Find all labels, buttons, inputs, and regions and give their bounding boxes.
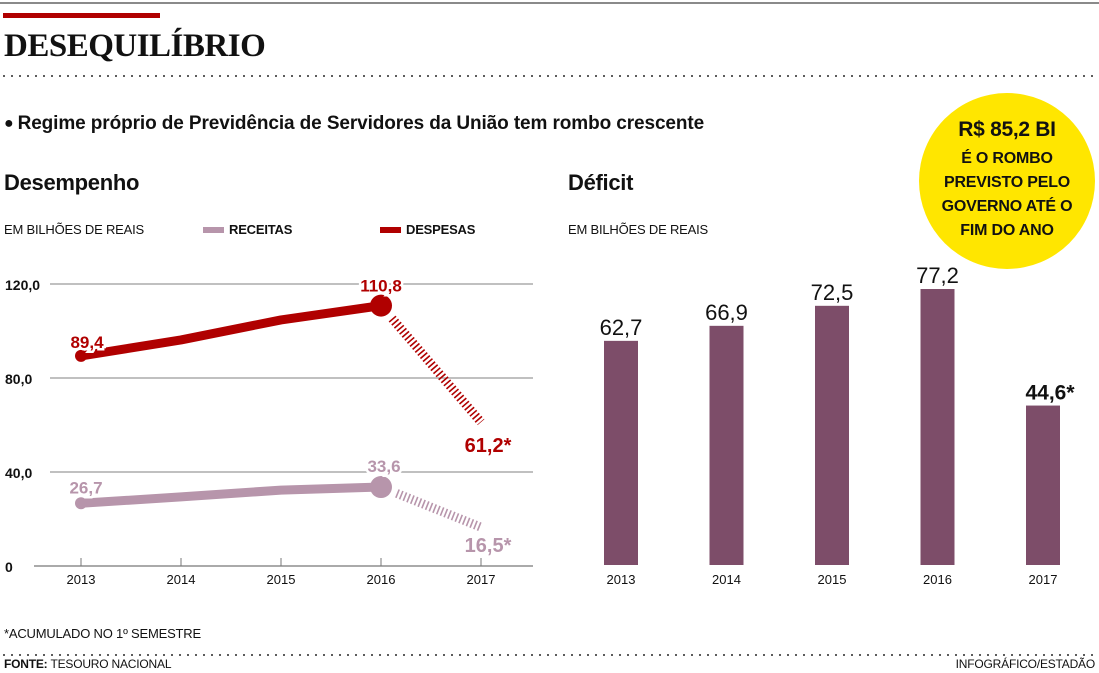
data-label-despesas: 61,2* <box>465 435 512 457</box>
data-label-receitas: 33,6 <box>367 457 400 476</box>
bullet-icon: ● <box>4 115 14 132</box>
x-tick-label: 2013 <box>67 572 96 587</box>
y-tick-label: 120,0 <box>5 277 40 293</box>
bar-value-label: 62,7 <box>600 315 643 340</box>
line-chart-desempenho: 0 40,0 80,0 120,0 2013 2014 2015 2016 2017 26,7 33… <box>5 274 533 587</box>
dotted-divider-bottom <box>0 654 1099 656</box>
source-label: FONTE: <box>4 657 48 671</box>
bar-value-label: 72,5 <box>811 280 854 305</box>
callout-badge: R$ 85,2 BI É O ROMBO PREVISTO PELO GOVER… <box>919 93 1095 269</box>
data-label-despesas: 89,4 <box>70 333 104 352</box>
subtitle-text: Regime próprio de Previdência de Servido… <box>17 113 705 134</box>
point-marker-despesas <box>370 294 392 317</box>
unit-label-deficit: EM BILHÕES DE REAIS <box>568 222 708 237</box>
callout-text-line: É O ROMBO <box>961 150 1053 167</box>
x-tick-label: 2016 <box>367 572 396 587</box>
y-tick-label: 80,0 <box>5 371 32 387</box>
data-label-despesas: 110,8 <box>360 277 402 296</box>
point-marker-receitas <box>75 497 87 510</box>
x-tick-label: 2014 <box>712 572 741 587</box>
callout-amount: R$ 85,2 BI <box>958 118 1056 141</box>
x-tick-label: 2015 <box>267 572 296 587</box>
x-tick-label: 2017 <box>1029 572 1058 587</box>
chart-title-desempenho: Desempenho <box>4 170 140 195</box>
legend-item-receitas: RECEITAS <box>203 222 292 237</box>
bar-2014 <box>709 325 744 565</box>
data-label-receitas: 26,7 <box>69 478 102 497</box>
subtitle: ● Regime próprio de Previdência de Servid… <box>4 113 704 135</box>
x-tick-label: 2014 <box>167 572 196 587</box>
top-rule <box>0 2 1099 4</box>
callout-text-line: GOVERNO ATÉ O <box>941 198 1073 215</box>
point-marker-receitas <box>370 476 392 499</box>
bar-value-label: 44,6* <box>1025 382 1075 405</box>
data-label-receitas: 16,5* <box>465 535 512 557</box>
bar-value-label: 66,9 <box>705 300 748 325</box>
bar-value-label: 77,2 <box>916 263 959 288</box>
callout-text-line: FIM DO ANO <box>960 222 1054 239</box>
x-tick-label: 2015 <box>818 572 847 587</box>
series-line-despesas <box>80 301 382 361</box>
dotted-divider-top <box>0 75 1099 77</box>
unit-label-desempenho: EM BILHÕES DE REAIS <box>4 222 144 237</box>
x-tick-label: 2013 <box>607 572 636 587</box>
x-tick-label: 2016 <box>923 572 952 587</box>
bar-2015 <box>815 305 849 565</box>
bar-2017 <box>1026 405 1060 565</box>
y-tick-label: 40,0 <box>5 465 32 481</box>
y-tick-label: 0 <box>5 559 13 575</box>
source-line: FONTE: TESOURO NACIONAL <box>4 657 171 671</box>
legend-label-despesas: DESPESAS <box>406 222 476 237</box>
chart-title-deficit: Déficit <box>568 170 634 195</box>
accent-bar <box>3 13 160 18</box>
point-marker-despesas <box>75 349 87 362</box>
callout-text-line: PREVISTO PELO <box>943 174 1071 191</box>
source-value: TESOURO NACIONAL <box>50 657 172 671</box>
legend-swatch-despesas <box>380 226 401 233</box>
x-tick-label: 2017 <box>467 572 496 587</box>
legend-swatch-receitas <box>203 226 224 233</box>
series-line-receitas <box>80 482 382 508</box>
legend-label-receitas: RECEITAS <box>229 222 293 237</box>
legend-item-despesas: DESPESAS <box>380 222 475 237</box>
bar-2013 <box>604 340 638 565</box>
bar-2016 <box>920 289 955 565</box>
series-partial-line-receitas <box>395 489 483 532</box>
footnote: *ACUMULADO NO 1º SEMESTRE <box>4 626 201 641</box>
bar-chart-deficit: 62,7 2013 66,9 2014 72,5 2015 77,2 2016 44,6* 201… <box>600 263 1076 587</box>
credit: INFOGRÁFICO/ESTADÃO <box>955 657 1096 671</box>
page-title: DESEQUILÍBRIO <box>4 28 266 64</box>
series-partial-line-despesas <box>388 315 485 426</box>
